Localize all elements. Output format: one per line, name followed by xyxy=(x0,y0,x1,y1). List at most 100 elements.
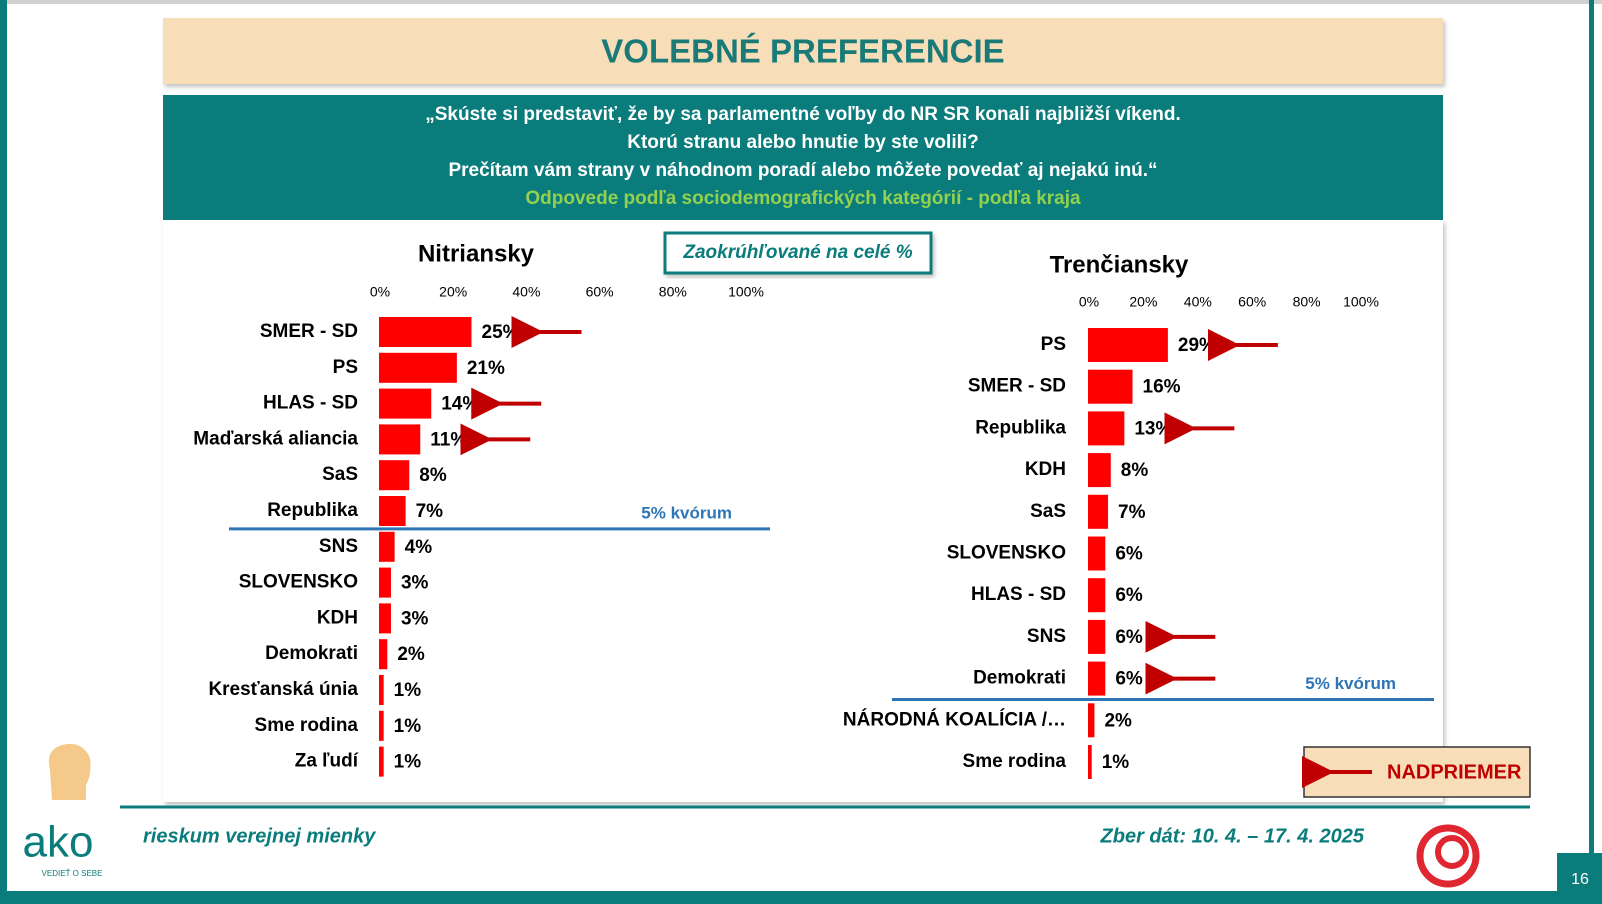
category-label: KDH xyxy=(317,607,358,628)
value-label: 6% xyxy=(1115,627,1143,648)
quorum-label: 5% kvórum xyxy=(1305,674,1396,693)
category-label: SNS xyxy=(319,536,358,557)
value-label: 11% xyxy=(430,429,467,450)
category-label: Demokrati xyxy=(265,643,358,664)
value-label: 25% xyxy=(482,322,520,343)
bar xyxy=(1089,619,1106,654)
x-tick-label: 20% xyxy=(1129,294,1157,310)
category-label: SLOVENSKO xyxy=(239,572,358,593)
value-label: 3% xyxy=(401,573,429,594)
bar xyxy=(1089,369,1133,404)
bar xyxy=(380,746,384,777)
value-label: 6% xyxy=(1115,669,1143,690)
question-line: Ktorú stranu alebo hnutie by ste volili? xyxy=(627,132,979,153)
category-label: Republika xyxy=(975,417,1066,438)
logo-text: ako xyxy=(23,818,94,867)
category-label: SaS xyxy=(322,464,358,485)
x-tick-label: 40% xyxy=(512,284,540,300)
category-label: Demokrati xyxy=(973,668,1066,689)
logo-ring xyxy=(1435,835,1469,869)
question-subtitle: Odpovede podľa sociodemografických kateg… xyxy=(525,188,1081,209)
value-label: 2% xyxy=(397,644,425,665)
value-label: 13% xyxy=(1134,418,1172,439)
value-label: 6% xyxy=(1115,544,1143,565)
value-label: 16% xyxy=(1143,377,1181,398)
value-label: 4% xyxy=(405,537,433,558)
bar xyxy=(380,424,421,455)
x-tick-label: 80% xyxy=(659,284,687,300)
title-box xyxy=(163,18,1443,84)
bar xyxy=(380,531,395,562)
category-label: Za ľudí xyxy=(295,751,359,772)
partner-logo xyxy=(1416,824,1480,888)
legend-label: NADPRIEMER xyxy=(1387,761,1522,783)
value-label: 1% xyxy=(1102,752,1130,773)
question-line: Prečítam vám strany v náhodnom poradí al… xyxy=(448,160,1157,181)
category-label: HLAS - SD xyxy=(971,584,1066,605)
value-label: 2% xyxy=(1104,710,1132,731)
page-number: 16 xyxy=(1571,871,1589,888)
x-tick-label: 40% xyxy=(1184,294,1212,310)
top-edge xyxy=(0,0,1602,4)
survey-date: Zber dát: 10. 4. – 17. 4. 2025 xyxy=(1100,825,1365,847)
bar xyxy=(380,317,472,347)
bar xyxy=(1089,745,1092,779)
category-label: Maďarská aliancia xyxy=(193,428,358,449)
x-tick-label: 20% xyxy=(439,284,467,300)
category-label: PS xyxy=(1041,334,1066,355)
value-label: 1% xyxy=(394,716,422,737)
bottom-border xyxy=(0,891,1602,904)
value-label: 6% xyxy=(1115,585,1143,606)
category-label: Kresťanská únia xyxy=(208,679,358,700)
bar xyxy=(1089,453,1111,488)
bar xyxy=(1089,703,1095,738)
bar xyxy=(380,675,384,705)
value-label: 8% xyxy=(419,465,447,486)
value-label: 8% xyxy=(1121,460,1149,481)
value-label: 21% xyxy=(467,358,505,379)
category-label: Republika xyxy=(267,500,358,521)
value-label: 7% xyxy=(1118,502,1146,523)
bar xyxy=(380,567,391,598)
bar xyxy=(1089,578,1106,613)
category-label: Sme rodina xyxy=(255,715,359,736)
category-label: NÁRODNÁ KOALÍCIA /… xyxy=(843,708,1066,730)
value-label: 1% xyxy=(394,680,422,701)
bar xyxy=(380,496,406,526)
category-label: Sme rodina xyxy=(963,751,1067,772)
logo-ring xyxy=(1416,824,1480,888)
logo-subtext: VEDIEŤ O SEBE xyxy=(42,869,103,878)
x-tick-label: 100% xyxy=(728,284,764,300)
category-label: HLAS - SD xyxy=(263,393,358,414)
bar xyxy=(380,352,457,383)
x-tick-label: 100% xyxy=(1343,294,1379,310)
page-number-box xyxy=(1557,853,1602,904)
quorum-label: 5% kvórum xyxy=(641,503,732,522)
bar xyxy=(380,639,388,670)
bar xyxy=(380,603,391,634)
bar xyxy=(1089,661,1106,696)
category-label: PS xyxy=(333,357,358,378)
left-border xyxy=(0,0,7,904)
value-label: 14% xyxy=(441,394,479,415)
chart-title: Nitriansky xyxy=(418,240,535,267)
bar xyxy=(380,460,410,491)
note-box xyxy=(663,231,933,275)
bar xyxy=(380,710,384,741)
x-tick-label: 60% xyxy=(1238,294,1266,310)
value-label: 3% xyxy=(401,608,429,629)
slide-title: VOLEBNÉ PREFERENCIE xyxy=(601,33,1004,70)
bar xyxy=(1089,411,1125,446)
bar xyxy=(380,388,432,419)
value-label: 29% xyxy=(1178,335,1216,356)
question-line: „Skúste si predstaviť, že by sa parlamen… xyxy=(425,104,1181,125)
bar xyxy=(1089,536,1106,571)
category-label: SaS xyxy=(1030,501,1066,522)
x-tick-label: 60% xyxy=(586,284,614,300)
note: Zaokrúhľované na celé % xyxy=(682,242,912,263)
category-label: SMER - SD xyxy=(260,321,358,342)
value-label: 1% xyxy=(394,752,422,773)
tagline: rieskum verejnej mienky xyxy=(143,825,376,847)
chart-title: Trenčiansky xyxy=(1050,251,1189,278)
